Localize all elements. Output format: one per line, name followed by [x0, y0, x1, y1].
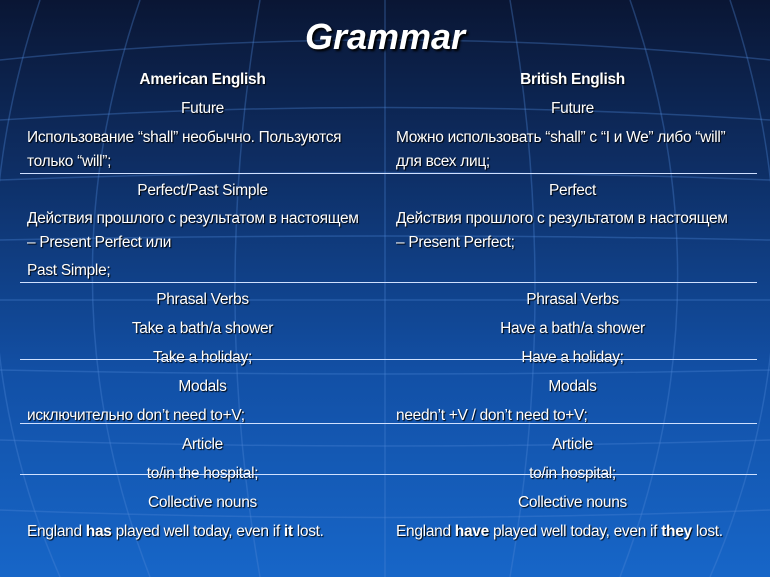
- modals-left: Modals: [178, 378, 227, 395]
- text: England: [27, 523, 86, 540]
- hospital-left: to/in the hospital;: [146, 465, 259, 482]
- future-desc-right-2: для всех лиц;: [396, 153, 490, 170]
- future-desc-left-2: только “will”;: [27, 153, 112, 170]
- bold-verb: has: [85, 523, 112, 540]
- article-left: Article: [182, 436, 223, 453]
- hospital-right: to/in hospital;: [529, 465, 616, 482]
- perfect-left: Perfect/Past Simple: [137, 182, 268, 199]
- text: lost.: [292, 523, 324, 540]
- england-right: England have played well today, even if …: [396, 523, 723, 541]
- perfect-desc-left-3: Past Simple;: [27, 262, 111, 279]
- bold-verb: have: [454, 523, 489, 540]
- perfect-right: Perfect: [548, 182, 596, 199]
- divider: [20, 173, 757, 174]
- article-right: Article: [552, 436, 593, 453]
- bold-pronoun: it: [283, 523, 293, 540]
- future-left: Future: [181, 100, 224, 117]
- phrasal-left: Phrasal Verbs: [156, 291, 249, 308]
- divider: [20, 282, 757, 283]
- text: England: [396, 523, 455, 540]
- holiday-right: Have a holiday;: [521, 349, 624, 366]
- future-desc-right-1: Можно использовать “shall” с “I и We” ли…: [396, 129, 726, 146]
- bath-right: Have a bath/a shower: [500, 320, 645, 337]
- text: lost.: [691, 523, 723, 540]
- header-american: American English: [139, 71, 266, 88]
- text: played well today, even if: [488, 523, 662, 540]
- collective-left: Collective nouns: [148, 494, 257, 511]
- slide-title: Grammar: [304, 16, 466, 57]
- modals-desc-left: исключительно don’t need to+V;: [27, 407, 245, 424]
- collective-right: Collective nouns: [518, 494, 627, 511]
- modals-right: Modals: [548, 378, 597, 395]
- divider: [20, 359, 757, 360]
- england-left: England has played well today, even if i…: [27, 523, 324, 541]
- perfect-desc-left-1: Действия прошлого с результатом в настоя…: [27, 210, 359, 227]
- future-right: Future: [551, 100, 594, 117]
- bath-left: Take a bath/a shower: [131, 320, 274, 337]
- header-british: British English: [520, 71, 625, 88]
- perfect-desc-left-2: – Present Perfect или: [27, 234, 172, 251]
- modals-desc-right: needn’t +V / don’t need to+V;: [396, 407, 588, 424]
- perfect-desc-right-2: – Present Perfect;: [396, 234, 515, 251]
- perfect-desc-right-1: Действия прошлого с результатом в настоя…: [396, 210, 728, 227]
- bold-pronoun: they: [661, 523, 692, 540]
- divider: [20, 423, 757, 424]
- holiday-left: Take a holiday;: [153, 349, 252, 366]
- text: played well today, even if: [111, 523, 284, 540]
- divider: [20, 474, 757, 475]
- future-desc-left-1: Использование “shall” необычно. Пользуют…: [27, 129, 342, 146]
- phrasal-right: Phrasal Verbs: [526, 291, 619, 308]
